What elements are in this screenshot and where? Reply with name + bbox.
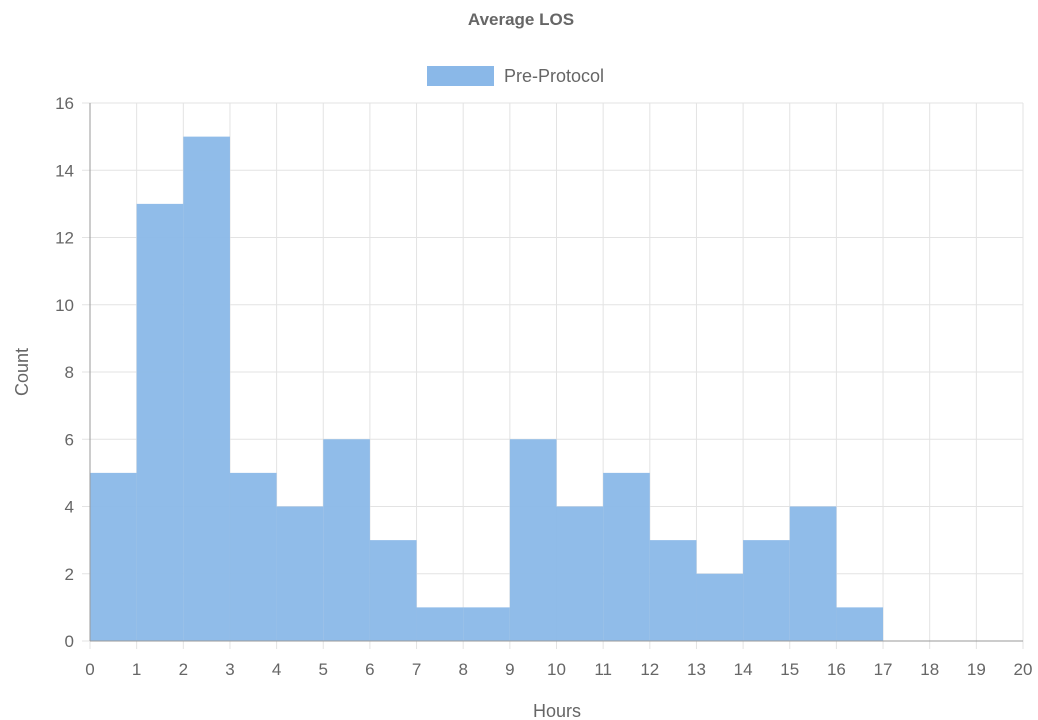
x-tick-label: 17 <box>874 660 893 679</box>
y-axis-title: Count <box>12 348 32 396</box>
histogram-bar[interactable] <box>463 607 510 641</box>
histogram-bar[interactable] <box>229 472 277 641</box>
y-tick-label: 0 <box>65 632 74 651</box>
y-tick-label: 4 <box>65 498 74 517</box>
bars-group <box>90 136 884 642</box>
legend-label[interactable]: Pre-Protocol <box>504 66 604 86</box>
x-tick-label: 9 <box>505 660 514 679</box>
histogram-bar[interactable] <box>369 540 417 641</box>
x-tick-label: 7 <box>412 660 421 679</box>
x-tick-label: 6 <box>365 660 374 679</box>
x-tick-label: 20 <box>1014 660 1033 679</box>
histogram-bar[interactable] <box>183 136 230 641</box>
chart-title: Average LOS <box>468 10 574 29</box>
x-tick-label: 4 <box>272 660 281 679</box>
histogram-bar[interactable] <box>416 607 464 641</box>
x-tick-label: 12 <box>640 660 659 679</box>
histogram-bar[interactable] <box>136 203 184 641</box>
y-axis-tick-labels: 0 2 4 6 8 10 12 14 16 <box>55 94 74 651</box>
x-tick-label: 3 <box>225 660 234 679</box>
y-tick-label: 16 <box>55 94 74 113</box>
y-tick-label: 2 <box>65 565 74 584</box>
x-tick-label: 10 <box>547 660 566 679</box>
histogram-bar[interactable] <box>323 439 370 641</box>
x-tick-label: 8 <box>458 660 467 679</box>
x-tick-label: 19 <box>967 660 986 679</box>
y-tick-label: 10 <box>55 296 74 315</box>
histogram-bar[interactable] <box>649 540 697 641</box>
x-tick-label: 13 <box>687 660 706 679</box>
y-tick-label: 12 <box>55 229 74 248</box>
histogram-bar[interactable] <box>743 540 790 641</box>
x-tick-label: 15 <box>780 660 799 679</box>
x-axis-title: Hours <box>533 701 581 720</box>
histogram-bar[interactable] <box>509 439 557 641</box>
histogram-bar[interactable] <box>556 506 604 642</box>
y-tick-label: 14 <box>55 161 74 180</box>
x-axis-tick-labels: 0 1 2 3 4 5 6 7 8 9 10 11 12 13 14 15 16 17 18 19 20 <box>85 660 1032 679</box>
legend-swatch[interactable] <box>427 66 494 86</box>
y-tick-label: 6 <box>65 430 74 449</box>
x-tick-label: 11 <box>594 660 612 679</box>
histogram-bar[interactable] <box>90 472 137 641</box>
histogram-bar[interactable] <box>789 506 837 642</box>
histogram-bar[interactable] <box>276 506 324 642</box>
legend[interactable]: Pre-Protocol <box>427 66 604 86</box>
x-tick-label: 0 <box>85 660 94 679</box>
axes <box>89 103 1023 642</box>
histogram-bar[interactable] <box>603 472 650 641</box>
histogram-bar[interactable] <box>836 607 884 641</box>
x-tick-label: 5 <box>319 660 328 679</box>
x-tick-label: 1 <box>132 660 141 679</box>
y-tick-label: 8 <box>65 363 74 382</box>
x-tick-label: 2 <box>179 660 188 679</box>
x-tick-label: 14 <box>734 660 753 679</box>
x-tick-label: 18 <box>920 660 939 679</box>
x-tick-label: 16 <box>827 660 846 679</box>
histogram-bar[interactable] <box>696 573 744 641</box>
